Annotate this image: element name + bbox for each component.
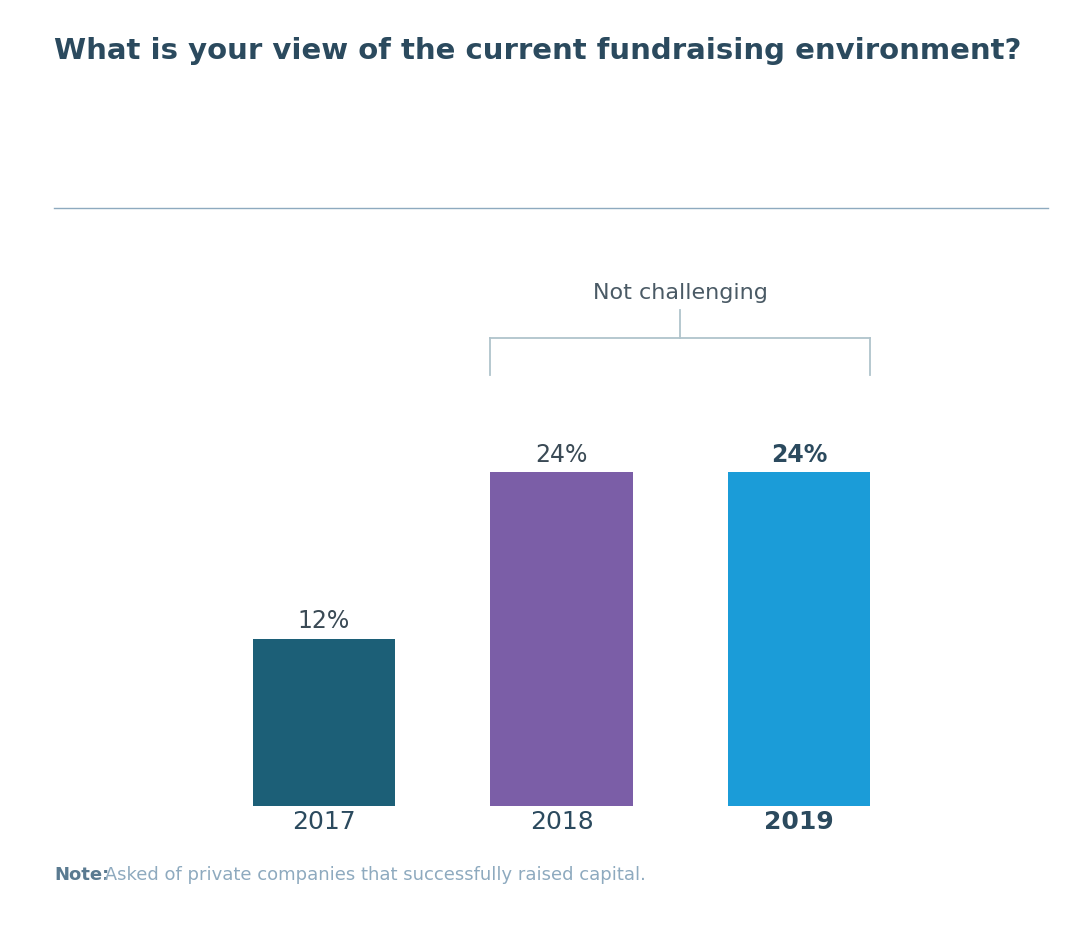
Bar (490, 472, 633, 806)
Text: 12%: 12% (298, 609, 350, 633)
Text: Note:: Note: (54, 867, 109, 884)
Text: 24%: 24% (771, 443, 827, 467)
Text: What is your view of the current fundraising environment?: What is your view of the current fundrai… (54, 37, 1022, 65)
Text: 24%: 24% (536, 443, 588, 467)
Bar (253, 639, 395, 806)
Bar (728, 472, 870, 806)
Text: Not challenging: Not challenging (593, 282, 768, 303)
Text: Asked of private companies that successfully raised capital.: Asked of private companies that successf… (99, 867, 646, 884)
